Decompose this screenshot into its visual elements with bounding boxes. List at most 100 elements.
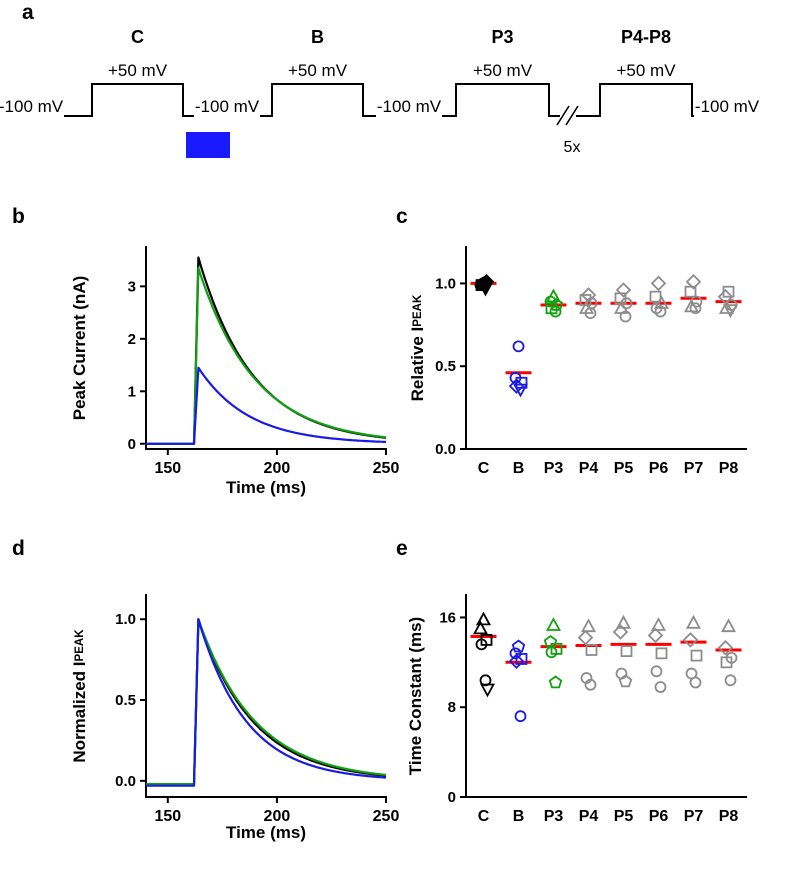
blue-light-bar bbox=[186, 132, 230, 158]
amplitude-label: +50 mV bbox=[473, 61, 533, 80]
marker-circle bbox=[724, 674, 737, 687]
y-tick-label: 0 bbox=[128, 436, 136, 453]
y-tick-label: 1.0 bbox=[115, 611, 136, 628]
marker-square bbox=[620, 645, 633, 658]
category-label-P5: P5 bbox=[614, 808, 634, 825]
marker-diamond bbox=[577, 629, 594, 646]
panel-d-ylabel: Normalized I PEAK bbox=[68, 576, 92, 816]
trace-bleached bbox=[146, 618, 387, 787]
marker-circle bbox=[544, 295, 557, 308]
pulse-label-C: C bbox=[131, 27, 144, 47]
panel-e-chart: 0 8 16 C B P3 P4 P5 P6 P7 P8 bbox=[439, 594, 747, 825]
baseline-label: -100 mV bbox=[195, 97, 260, 116]
marker-triangle-down bbox=[722, 304, 739, 319]
marker-diamond bbox=[508, 653, 525, 669]
category-label-B: B bbox=[513, 808, 525, 825]
y-tick-label: 3 bbox=[128, 278, 136, 295]
panel-d-ylabel-sub: PEAK bbox=[74, 629, 86, 662]
y-tick-label: 0.5 bbox=[435, 358, 456, 375]
category-label-P8: P8 bbox=[719, 808, 739, 825]
marker-triangle-up bbox=[580, 618, 597, 633]
category-label-C: C bbox=[478, 808, 490, 825]
marker-square bbox=[649, 290, 662, 303]
marker-circle bbox=[689, 302, 702, 315]
panel-label-e: e bbox=[396, 537, 408, 560]
marker-square bbox=[690, 649, 703, 662]
marker-diamond bbox=[650, 275, 667, 292]
baseline-label: -100 mV bbox=[695, 97, 760, 116]
x-tick-label: 250 bbox=[373, 808, 400, 825]
panel-d-chart: 0.0 0.5 1.0 150 200 250 bbox=[115, 594, 400, 825]
label-mask bbox=[694, 95, 760, 119]
marker-triangle-up bbox=[718, 300, 735, 314]
x-tick-label: 200 bbox=[264, 808, 291, 825]
panel-label-d: d bbox=[12, 537, 25, 560]
marker-square bbox=[655, 647, 668, 660]
label-mask bbox=[0, 95, 64, 119]
category-label-P7: P7 bbox=[684, 460, 704, 477]
amplitude-label: +50 mV bbox=[108, 61, 168, 80]
trace-control bbox=[146, 256, 387, 445]
marker-circle bbox=[514, 710, 527, 723]
trace-bleached bbox=[146, 366, 386, 445]
marker-square bbox=[684, 285, 697, 298]
break-mark bbox=[565, 105, 579, 126]
x-tick-label: 250 bbox=[373, 460, 400, 477]
panel-label-c: c bbox=[396, 205, 408, 228]
y-tick-label: 1 bbox=[128, 383, 136, 400]
category-label-P7: P7 bbox=[684, 808, 704, 825]
y-tick-label: 0.0 bbox=[115, 773, 136, 790]
panel-label-b: b bbox=[12, 205, 25, 228]
marker-circle bbox=[689, 676, 702, 689]
panel-d-xlabel: Time (ms) bbox=[226, 823, 306, 842]
marker-circle bbox=[512, 340, 525, 353]
x-tick-label: 150 bbox=[154, 460, 181, 477]
marker-triangle-up bbox=[685, 614, 702, 629]
pulse-label-P4-P8: P4-P8 bbox=[621, 27, 671, 47]
marker-circle bbox=[615, 667, 628, 680]
marker-diamond bbox=[685, 274, 702, 290]
marker-triangle-up bbox=[475, 611, 492, 626]
label-mask bbox=[376, 95, 442, 119]
trace-recovery bbox=[146, 266, 387, 445]
category-label-P4: P4 bbox=[579, 460, 599, 477]
y-tick-label: 0.5 bbox=[115, 692, 136, 709]
trace-control bbox=[146, 618, 387, 786]
marker-diamond bbox=[580, 287, 597, 303]
y-tick-label: 0 bbox=[448, 789, 456, 806]
marker-triangle-down bbox=[479, 683, 496, 698]
marker-triangle-up bbox=[720, 618, 737, 633]
y-tick-label: 1.0 bbox=[435, 275, 456, 292]
x-tick-label: 200 bbox=[264, 460, 291, 477]
y-tick-label: 8 bbox=[448, 699, 456, 716]
pulse-label-P3: P3 bbox=[491, 27, 513, 47]
panel-b-xlabel: Time (ms) bbox=[226, 478, 306, 497]
y-tick-label: 16 bbox=[439, 609, 456, 626]
label-mask bbox=[194, 95, 260, 119]
trace-recovery bbox=[146, 618, 387, 786]
voltage-protocol-diagram: C +50 mV B +50 mV P3 +50 mV P4-P8 +50 mV -100 mV… bbox=[0, 27, 760, 158]
amplitude-label: +50 mV bbox=[616, 61, 676, 80]
marker-triangle-down bbox=[477, 282, 494, 297]
category-label-P3: P3 bbox=[544, 460, 564, 477]
break-mark bbox=[556, 105, 570, 126]
marker-circle bbox=[584, 307, 597, 320]
marker-diamond bbox=[717, 639, 734, 656]
marker-triangle-up bbox=[472, 620, 489, 635]
marker-circle bbox=[545, 646, 558, 659]
category-label-P8: P8 bbox=[719, 460, 739, 477]
category-label-C: C bbox=[478, 460, 490, 477]
y-tick-label: 0.0 bbox=[435, 441, 456, 458]
panel-label-a: a bbox=[22, 1, 34, 24]
marker-square bbox=[585, 644, 598, 656]
category-label-P3: P3 bbox=[544, 808, 564, 825]
pulse-label-B: B bbox=[311, 27, 324, 47]
amplitude-label: +50 mV bbox=[288, 61, 348, 80]
panel-b-chart: 0 1 2 3 150 200 250 bbox=[128, 246, 400, 477]
marker-circle bbox=[654, 681, 667, 693]
marker-circle bbox=[549, 305, 562, 318]
marker-pentagon bbox=[548, 675, 563, 689]
marker-pentagon bbox=[511, 639, 526, 653]
marker-circle bbox=[654, 305, 667, 318]
